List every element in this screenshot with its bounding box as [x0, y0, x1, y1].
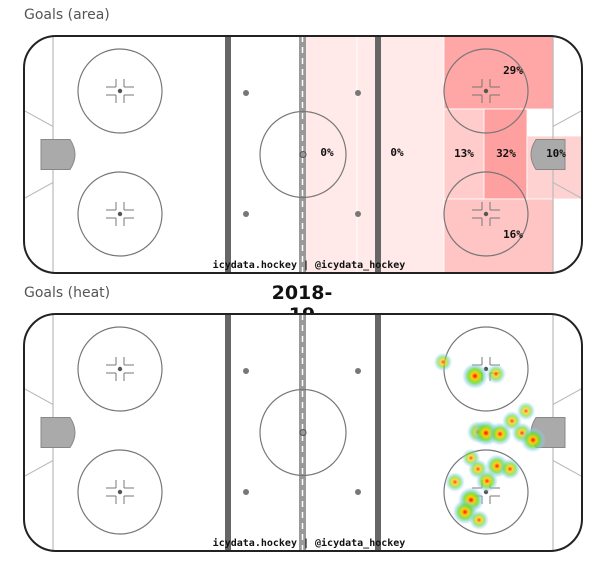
- zone-cell-top-zone: [443, 36, 555, 110]
- faceoff-circle: [77, 449, 163, 535]
- blue-line-right: [375, 36, 381, 273]
- trapezoid-line: [24, 460, 54, 477]
- center-circle: [259, 110, 347, 199]
- zone-label-top-zone: 29%: [503, 64, 523, 77]
- trapezoid-line: [24, 182, 54, 199]
- heat-spot-top-dot-right: [486, 364, 506, 384]
- trapezoid-line: [552, 182, 582, 199]
- faceoff-dot: [117, 366, 123, 372]
- zone-label-neutral-left: 0%: [320, 146, 334, 159]
- zone-cell-slot: [483, 108, 528, 200]
- faceoff-dot: [117, 88, 123, 94]
- goal-crease-left: [40, 417, 76, 448]
- zone-cell-bottom-zone: [443, 198, 555, 273]
- neutral-zone-dot: [355, 489, 361, 495]
- neutral-zone-dot: [243, 211, 249, 217]
- zone-cell-neutral-right: [356, 36, 445, 273]
- zone-label-high-slot-left: 13%: [454, 147, 474, 160]
- trapezoid-line: [552, 460, 582, 477]
- credit-text: icydata.hockey | @icydata_hockey: [213, 259, 406, 271]
- heat-chart-title: Goals (heat): [24, 285, 111, 301]
- goal-crease-right: [530, 139, 566, 170]
- heat-spot-crease-b: [520, 427, 546, 453]
- zone-label-neutral-right: 0%: [390, 146, 404, 159]
- zone-label-net-front: 10%: [546, 147, 566, 160]
- center-dot: [299, 429, 307, 436]
- heat-spot-slot-c: [488, 422, 512, 446]
- faceoff-dot: [117, 211, 123, 217]
- heat-spot-lower-c: [499, 458, 521, 480]
- heat-spot-lower-e: [475, 469, 499, 493]
- neutral-zone-dot: [243, 368, 249, 374]
- credit-text: icydata.hockey | @icydata_hockey: [213, 537, 406, 549]
- neutral-zone-dot: [355, 90, 361, 96]
- heat-spot-top-dot-left: [462, 363, 488, 389]
- trapezoid-line: [552, 388, 582, 405]
- faceoff-circle: [443, 449, 529, 535]
- faceoff-dot: [117, 489, 123, 495]
- rink-markings: [24, 36, 582, 273]
- rink-area: icydata.hockey | @icydata_hockey: [23, 35, 583, 274]
- neutral-zone-dot: [243, 90, 249, 96]
- faceoff-circle: [77, 326, 163, 412]
- heat-spot-top-left: [433, 352, 453, 372]
- neutral-zone-dot: [355, 211, 361, 217]
- neutral-zone-dot: [243, 489, 249, 495]
- faceoff-circle: [77, 171, 163, 257]
- rink-boards: [23, 313, 583, 552]
- center-red-line: [299, 314, 306, 551]
- faceoff-circle: [443, 48, 529, 134]
- center-dot: [299, 151, 307, 158]
- zone-label-slot: 32%: [496, 147, 516, 160]
- goal-crease-left: [40, 139, 76, 170]
- heat-spot-lower-i: [469, 510, 489, 530]
- zone-cell-neutral-left: [304, 36, 358, 273]
- blue-line-left: [225, 314, 231, 551]
- zone-layer: [304, 36, 582, 273]
- faceoff-circle: [443, 171, 529, 257]
- blue-line-right: [375, 314, 381, 551]
- blue-line-left: [225, 36, 231, 273]
- center-red-line: [299, 36, 306, 273]
- trapezoid-line: [24, 388, 54, 405]
- rink-boards: [23, 35, 583, 274]
- heat-spot-right-upper: [516, 401, 536, 421]
- heat-spot-lower-f: [445, 472, 465, 492]
- area-chart-title: Goals (area): [24, 7, 110, 23]
- trapezoid-line: [24, 110, 54, 127]
- faceoff-circle: [77, 48, 163, 134]
- zone-label-bottom-zone: 16%: [503, 228, 523, 241]
- center-circle: [259, 388, 347, 477]
- faceoff-dot: [483, 211, 489, 217]
- faceoff-dot: [483, 88, 489, 94]
- trapezoid-line: [552, 110, 582, 127]
- neutral-zone-dot: [355, 368, 361, 374]
- heat-layer: [433, 352, 546, 530]
